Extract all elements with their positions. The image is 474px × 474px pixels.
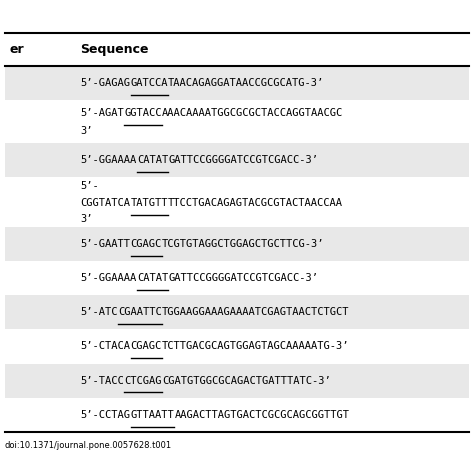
Text: 5’-GAGAG: 5’-GAGAG — [81, 78, 130, 89]
Text: GGTACC: GGTACC — [124, 108, 162, 118]
Bar — [5, 33, 469, 66]
Text: 5’-AGAT: 5’-AGAT — [81, 108, 124, 118]
Bar — [5, 100, 469, 143]
Text: TCTTGACGCAGTGGAGTAGCAAAAATG-3’: TCTTGACGCAGTGGAGTAGCAAAAATG-3’ — [162, 341, 349, 352]
Text: 5’-TACC: 5’-TACC — [81, 375, 124, 386]
Text: CGGTATCA: CGGTATCA — [81, 198, 130, 208]
Text: 5’-ATC: 5’-ATC — [81, 307, 118, 318]
Bar — [5, 66, 469, 100]
Bar — [5, 295, 469, 329]
Text: TATGTT: TATGTT — [131, 198, 168, 208]
Text: AAACAAAATGGCGCGCTACCAGGTAACGC: AAACAAAATGGCGCGCTACCAGGTAACGC — [162, 108, 343, 118]
Bar — [5, 143, 469, 177]
Text: TGGAAGGAAAGAAAATCGAGTAACTCTGCT: TGGAAGGAAAGAAAATCGAGTAACTCTGCT — [162, 307, 349, 318]
Text: TAACAGAGGATAACCGCGCATG-3’: TAACAGAGGATAACCGCGCATG-3’ — [168, 78, 325, 89]
Text: TCGTGTAGGCTGGAGCTGCTTCG-3’: TCGTGTAGGCTGGAGCTGCTTCG-3’ — [162, 239, 325, 249]
Text: Sequence: Sequence — [81, 43, 149, 56]
Text: CTCGAG: CTCGAG — [124, 375, 162, 386]
Bar — [5, 329, 469, 364]
Text: CATAT: CATAT — [137, 273, 168, 283]
Text: CGAGC: CGAGC — [131, 341, 162, 352]
Text: CGAGC: CGAGC — [131, 239, 162, 249]
Bar — [5, 398, 469, 432]
Bar — [5, 177, 469, 227]
Text: 5’-GGAAAA: 5’-GGAAAA — [81, 155, 137, 165]
Text: GTTAATT: GTTAATT — [131, 410, 174, 420]
Text: AAGACTTAGTGACTCGCGCAGCGGTTGT: AAGACTTAGTGACTCGCGCAGCGGTTGT — [174, 410, 349, 420]
Text: CGAATTC: CGAATTC — [118, 307, 162, 318]
Text: 5’-GGAAAA: 5’-GGAAAA — [81, 273, 137, 283]
Text: 5’-CCTAG: 5’-CCTAG — [81, 410, 130, 420]
Text: 5’-: 5’- — [81, 181, 100, 191]
Text: GATCCA: GATCCA — [131, 78, 168, 89]
Text: 5’-GAATT: 5’-GAATT — [81, 239, 130, 249]
Text: CGATGTGGCGCAGACTGATTTATC-3’: CGATGTGGCGCAGACTGATTTATC-3’ — [162, 375, 331, 386]
Bar — [5, 227, 469, 261]
Text: 5’-CTACA: 5’-CTACA — [81, 341, 130, 352]
Text: 3’: 3’ — [81, 214, 93, 224]
Bar — [5, 364, 469, 398]
Text: er: er — [9, 43, 24, 56]
Text: 3’: 3’ — [81, 126, 93, 136]
Text: GATTCCGGGGATCCGTCGACC-3’: GATTCCGGGGATCCGTCGACC-3’ — [168, 155, 318, 165]
Text: TTCCTGACAGAGTACGCGTACTAACCAA: TTCCTGACAGAGTACGCGTACTAACCAA — [168, 198, 343, 208]
Text: CATAT: CATAT — [137, 155, 168, 165]
Text: doi:10.1371/journal.pone.0057628.t001: doi:10.1371/journal.pone.0057628.t001 — [5, 441, 172, 450]
Bar — [5, 261, 469, 295]
Text: GATTCCGGGGATCCGTCGACC-3’: GATTCCGGGGATCCGTCGACC-3’ — [168, 273, 318, 283]
